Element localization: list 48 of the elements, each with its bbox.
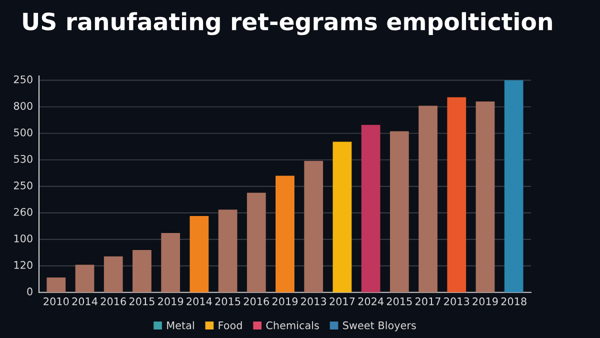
x-tick-label: 2015 <box>215 297 240 306</box>
bar <box>361 124 380 292</box>
bar <box>46 278 66 292</box>
bar <box>75 264 94 292</box>
x-tick-label: 2019 <box>272 297 298 306</box>
bar <box>218 210 238 292</box>
bar <box>246 192 266 292</box>
x-tick-label: 2015 <box>386 297 412 306</box>
x-tick-label: 2013 <box>301 297 326 306</box>
bar <box>418 106 438 292</box>
bar <box>476 102 495 292</box>
x-tick-label: 2010 <box>44 297 69 306</box>
x-tick-label: 2014 <box>186 297 212 306</box>
legend-label: Metal <box>167 321 194 330</box>
x-tick-label: 2016 <box>244 297 269 306</box>
x-tick-label: 2018 <box>501 297 526 306</box>
text: 0 <box>27 288 32 296</box>
x-tick-label: 2024 <box>358 297 384 306</box>
x-tick-label: 2019 <box>472 297 498 306</box>
text: 530 <box>14 154 32 163</box>
bar <box>132 250 152 292</box>
x-tick-label: 2013 <box>444 297 470 306</box>
text: 500 <box>14 128 32 136</box>
bar <box>304 160 324 292</box>
text: 250 <box>14 181 32 190</box>
chart-title: US ranufaating ret-egrams empoltiction <box>23 12 552 36</box>
x-tick-label: 2017 <box>416 297 440 306</box>
bar <box>332 142 352 292</box>
x-tick-label: 2017 <box>330 297 355 306</box>
x-tick-label: 2019 <box>158 297 184 306</box>
x-tick-label: 2014 <box>72 297 98 306</box>
text: 800 <box>14 102 32 110</box>
bar <box>447 97 466 292</box>
legend-label: Food <box>218 321 242 330</box>
text: 250 <box>14 75 32 84</box>
bar <box>390 131 409 292</box>
bar <box>161 232 180 292</box>
bar <box>276 176 294 292</box>
bar <box>104 256 123 292</box>
text: 260 <box>14 208 32 216</box>
legend-label: Chemicals <box>266 321 319 330</box>
x-tick-label: 2015 <box>129 297 154 306</box>
bar <box>504 80 524 292</box>
text: 100 <box>14 234 32 242</box>
legend-label: Sweet Bloyers <box>343 321 416 332</box>
x-tick-label: 2016 <box>100 297 126 306</box>
bar <box>190 216 209 292</box>
text: 120 <box>14 261 32 269</box>
